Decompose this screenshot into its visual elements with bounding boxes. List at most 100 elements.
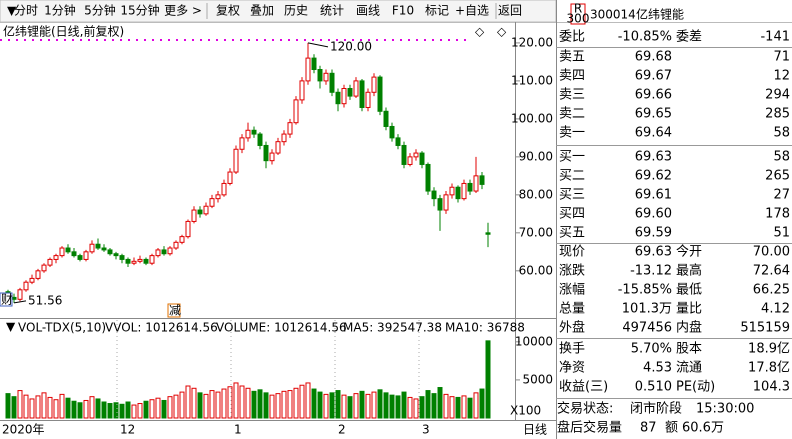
settings-icon[interactable]: ◇ — [497, 25, 507, 39]
candle-body — [395, 137, 401, 146]
volume-bar — [455, 396, 461, 419]
candle-body — [65, 247, 71, 253]
candle-body — [323, 72, 329, 82]
candle-body — [431, 190, 437, 200]
volume-bar — [485, 340, 491, 419]
quote-value: 104.3 — [753, 380, 790, 395]
candle-body — [371, 76, 377, 93]
candle-body — [407, 156, 413, 165]
after-hours: 60.6万 — [682, 421, 724, 436]
toolbar-button[interactable]: F10 — [392, 4, 414, 18]
y-tick-label: 5000 — [522, 372, 553, 386]
volume-bar — [371, 391, 377, 419]
period-label[interactable]: 日线 — [523, 423, 547, 437]
toolbar-button[interactable]: 1分钟 — [44, 3, 76, 18]
volume-bar — [209, 390, 215, 419]
volume-bar — [107, 403, 113, 419]
volume-bar — [413, 398, 419, 419]
volume-header: VOL-TDX(5,10) — [18, 321, 106, 335]
volume-bar — [155, 397, 161, 419]
candle-body — [275, 141, 281, 154]
volume-bar — [419, 396, 425, 419]
quote-label: 今开 — [676, 244, 702, 260]
toolbar-button[interactable]: 5分钟 — [84, 3, 116, 18]
quote-value: 70.00 — [753, 245, 790, 260]
candle-body — [251, 129, 257, 135]
toolbar-button[interactable]: 15分钟 — [120, 3, 159, 18]
toolbar-button[interactable]: 更多 > — [164, 4, 202, 18]
volume-bar — [311, 388, 317, 419]
candle-body — [77, 255, 83, 260]
quote-label: 卖三 — [559, 88, 585, 103]
quote-label: 股本 — [676, 342, 702, 357]
candle-body — [389, 125, 395, 139]
menu-arrow[interactable]: ▼ — [7, 4, 17, 18]
event-marker[interactable]: 减 — [169, 304, 181, 318]
quote-label: 卖五 — [559, 50, 585, 65]
candle-body — [41, 264, 47, 272]
volume-header: VVOL: 1012614.56 — [105, 321, 218, 335]
min-label: 51.56 — [28, 293, 62, 307]
candle-body — [401, 144, 407, 165]
volume-bar — [131, 404, 137, 419]
after-hours: 额 — [665, 421, 678, 436]
toolbar-button[interactable]: 历史 — [284, 4, 308, 18]
x-tick-label: 12 — [120, 423, 135, 437]
volume-bar — [323, 393, 329, 419]
toolbar-button[interactable]: 返回 — [498, 4, 522, 18]
diamond-icon[interactable]: ◇ — [475, 25, 485, 39]
toolbar-button[interactable]: 标记 — [425, 4, 449, 18]
quote-value: -10.85% — [618, 30, 672, 45]
after-hours: 盘后交易量 — [557, 420, 622, 436]
candle-body — [155, 249, 161, 257]
volume-bar — [365, 393, 371, 419]
volume-bar — [89, 396, 95, 419]
candle-body — [203, 205, 209, 215]
event-marker-box — [167, 303, 181, 318]
quote-label: 买四 — [559, 207, 585, 222]
toolbar-button[interactable]: 分时 — [14, 4, 38, 18]
toolbar-button[interactable]: 画线 — [356, 4, 380, 18]
candle-body — [35, 270, 41, 279]
volume-bar — [125, 401, 131, 419]
candle-body — [461, 182, 467, 200]
volume-bar — [281, 390, 287, 419]
toolbar-button[interactable]: 叠加 — [250, 4, 274, 18]
candle-body — [281, 133, 287, 143]
order-price: 69.62 — [635, 169, 672, 184]
quote-label: 内盘 — [676, 320, 702, 336]
toolbar-button[interactable]: +自选 — [455, 4, 489, 18]
volume-bar — [35, 395, 41, 419]
volume-bar — [119, 403, 125, 419]
candle-body — [71, 251, 77, 257]
quote-label: 最高 — [676, 263, 702, 279]
candle-body — [167, 247, 173, 255]
event-marker[interactable]: 财 — [1, 293, 13, 307]
toolbar-button[interactable]: 统计 — [320, 4, 344, 18]
volume-header: MA5: 392547.38 — [343, 321, 442, 335]
after-hours: 87 — [640, 421, 657, 436]
order-price: 69.61 — [635, 188, 672, 203]
volume-bar — [359, 390, 365, 419]
quote-label: 外盘 — [559, 320, 585, 336]
collapse-icon[interactable]: ▼ — [6, 320, 16, 334]
quote-value: 0.510 — [635, 380, 672, 395]
order-volume: 178 — [765, 207, 790, 222]
candle-body — [161, 249, 167, 255]
candle-body — [365, 91, 371, 108]
order-volume: 285 — [765, 107, 790, 122]
volume-bar — [41, 392, 47, 419]
toolbar-button[interactable]: 复权 — [216, 4, 240, 18]
volume-bar — [53, 399, 59, 419]
volume-bar — [101, 401, 107, 419]
volume-bar — [293, 387, 299, 419]
quote-label: 收益(三) — [559, 380, 608, 395]
volume-bar — [479, 388, 485, 419]
order-volume: 51 — [773, 226, 790, 241]
candle-body — [107, 249, 113, 255]
unit-label: X100 — [510, 404, 541, 418]
volume-bar — [473, 392, 479, 419]
x-tick-label: 1 — [234, 423, 242, 437]
volume-bar — [269, 394, 275, 419]
quote-label: 卖一 — [559, 126, 585, 141]
